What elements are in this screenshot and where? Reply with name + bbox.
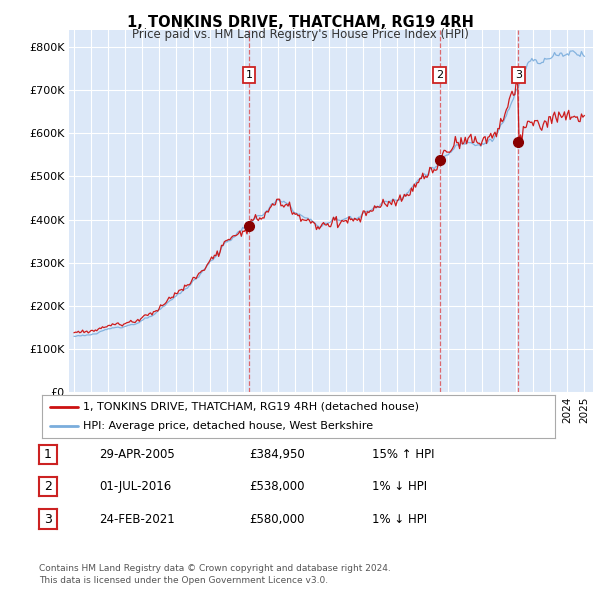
- Text: Price paid vs. HM Land Registry's House Price Index (HPI): Price paid vs. HM Land Registry's House …: [131, 28, 469, 41]
- Text: 3: 3: [44, 513, 52, 526]
- Text: 1% ↓ HPI: 1% ↓ HPI: [372, 513, 427, 526]
- Text: 01-JUL-2016: 01-JUL-2016: [99, 480, 171, 493]
- Text: 2: 2: [44, 480, 52, 493]
- Text: 1, TONKINS DRIVE, THATCHAM, RG19 4RH (detached house): 1, TONKINS DRIVE, THATCHAM, RG19 4RH (de…: [83, 402, 419, 412]
- Text: 1: 1: [245, 70, 253, 80]
- Text: £580,000: £580,000: [249, 513, 305, 526]
- Text: 29-APR-2005: 29-APR-2005: [99, 448, 175, 461]
- Text: £384,950: £384,950: [249, 448, 305, 461]
- Text: 2: 2: [436, 70, 443, 80]
- Text: 3: 3: [515, 70, 522, 80]
- Text: 1% ↓ HPI: 1% ↓ HPI: [372, 480, 427, 493]
- Text: 24-FEB-2021: 24-FEB-2021: [99, 513, 175, 526]
- Text: 1: 1: [44, 448, 52, 461]
- Text: HPI: Average price, detached house, West Berkshire: HPI: Average price, detached house, West…: [83, 421, 373, 431]
- Text: 1, TONKINS DRIVE, THATCHAM, RG19 4RH: 1, TONKINS DRIVE, THATCHAM, RG19 4RH: [127, 15, 473, 30]
- Text: £538,000: £538,000: [249, 480, 305, 493]
- Text: Contains HM Land Registry data © Crown copyright and database right 2024.
This d: Contains HM Land Registry data © Crown c…: [39, 565, 391, 585]
- Text: 15% ↑ HPI: 15% ↑ HPI: [372, 448, 434, 461]
